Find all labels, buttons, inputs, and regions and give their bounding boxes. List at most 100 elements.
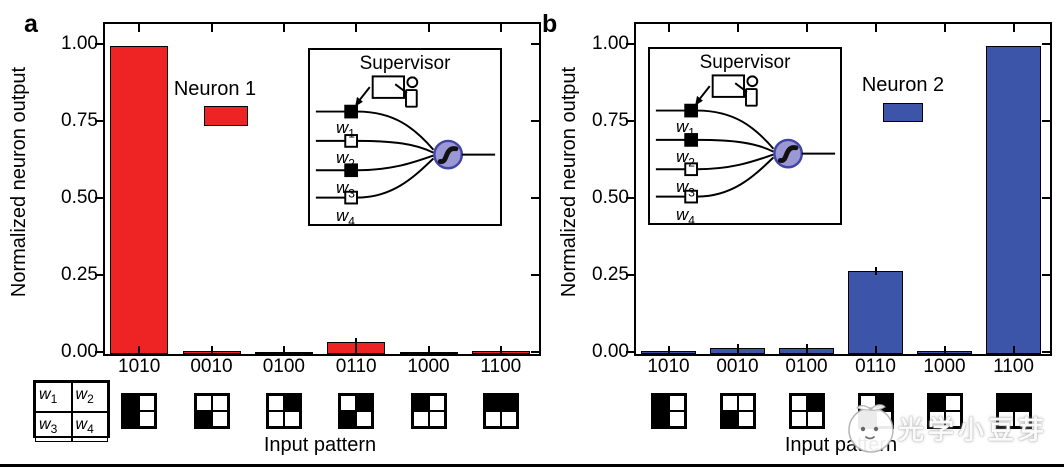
pattern-cell bbox=[790, 395, 807, 411]
error-bar-1000 bbox=[943, 346, 946, 354]
input-pattern-1000 bbox=[410, 393, 447, 429]
y-axis-tick-left bbox=[95, 351, 103, 353]
y-axis-tick-right bbox=[1042, 120, 1050, 122]
y-axis-label-b: Normalized neuron output bbox=[558, 66, 580, 298]
y-tick-label: 0.25 bbox=[592, 264, 629, 285]
neuron-body bbox=[773, 138, 804, 169]
x-axis-tick-bottom bbox=[282, 346, 285, 354]
pattern-cell bbox=[195, 395, 212, 411]
pattern-cell bbox=[267, 411, 284, 427]
pattern-cell bbox=[139, 395, 156, 411]
x-tick-label-1000: 1000 bbox=[407, 356, 450, 377]
x-axis-tick-bottom bbox=[499, 346, 502, 354]
y-axis-tick-right bbox=[531, 120, 539, 122]
input-pattern-0010 bbox=[719, 393, 756, 429]
figure-bottom-rule bbox=[0, 464, 1064, 467]
y-axis-tick-left bbox=[95, 197, 103, 199]
x-tick-label-0010: 0010 bbox=[716, 356, 759, 377]
y-axis-tick-right bbox=[1042, 43, 1050, 45]
pattern-cell bbox=[283, 395, 300, 411]
x-tick-label-1010: 1010 bbox=[647, 356, 690, 377]
y-axis-tick-left bbox=[626, 43, 634, 45]
y-axis-tick-right bbox=[531, 274, 539, 276]
pattern-cell bbox=[211, 395, 228, 411]
error-bar-1000 bbox=[427, 346, 430, 354]
y-axis-tick-left bbox=[626, 120, 634, 122]
bar-0110 bbox=[848, 270, 903, 354]
input-pattern-0110 bbox=[338, 393, 375, 429]
synapse-curve bbox=[357, 139, 434, 154]
x-tick-label-1100: 1100 bbox=[480, 356, 522, 377]
bar-1000 bbox=[399, 352, 458, 354]
bar-0110 bbox=[327, 341, 386, 354]
pattern-cell bbox=[484, 395, 501, 411]
y-tick-label: 1.00 bbox=[61, 33, 98, 54]
y-tick-label: 0.75 bbox=[61, 110, 98, 131]
input-pattern-0010 bbox=[193, 393, 230, 429]
x-axis-tick-bottom bbox=[210, 346, 213, 354]
pattern-cell bbox=[412, 411, 429, 427]
supervisor-arrow-icon bbox=[355, 86, 371, 107]
x-axis-tick-top bbox=[943, 24, 946, 32]
pattern-cell bbox=[412, 395, 429, 411]
x-axis-tick-top bbox=[1012, 24, 1015, 32]
pattern-cell bbox=[123, 395, 140, 411]
pattern-cell bbox=[123, 411, 140, 427]
x-axis-tick-top bbox=[282, 24, 285, 32]
y-tick-label: 0.50 bbox=[61, 187, 98, 208]
x-axis-tick-top bbox=[427, 24, 430, 32]
bar-0100 bbox=[779, 347, 834, 354]
bar-1100 bbox=[986, 46, 1041, 354]
error-bar-1100 bbox=[499, 346, 502, 354]
pattern-cell bbox=[737, 395, 754, 411]
pattern-cell bbox=[721, 395, 738, 411]
bar-1010 bbox=[110, 46, 169, 354]
weight-label-w2: w2 bbox=[676, 147, 695, 170]
x-axis-tick-bottom bbox=[138, 346, 141, 354]
inset-title-b: Supervisor bbox=[699, 52, 791, 73]
x-axis-tick-bottom bbox=[355, 346, 358, 354]
pattern-cell bbox=[500, 395, 517, 411]
legend-swatch-neuron-2 bbox=[883, 103, 923, 122]
bar-0010 bbox=[182, 350, 241, 354]
y-axis-tick-left bbox=[95, 43, 103, 45]
y-axis-tick-right bbox=[531, 43, 539, 45]
pattern-cell bbox=[790, 411, 807, 427]
y-tick-label: 0.75 bbox=[592, 110, 629, 131]
error-bar-1010 bbox=[667, 346, 670, 354]
x-tick-label-0110: 0110 bbox=[855, 356, 896, 377]
x-tick-label-1000: 1000 bbox=[923, 356, 966, 377]
y-tick-label: 0.00 bbox=[592, 341, 629, 362]
synapse-curve bbox=[357, 154, 434, 172]
teacher-at-whiteboard-icon bbox=[371, 75, 419, 108]
x-axis-tick-top bbox=[499, 24, 502, 32]
error-bar-0110 bbox=[874, 266, 877, 275]
pattern-cell bbox=[340, 411, 357, 427]
pattern-cell bbox=[356, 395, 373, 411]
error-bar-0100 bbox=[805, 343, 808, 352]
weight-square-w1 bbox=[344, 104, 358, 119]
y-axis-tick-left bbox=[626, 197, 634, 199]
pattern-cell bbox=[484, 411, 501, 427]
synapse-curve bbox=[697, 138, 774, 153]
pattern-cell bbox=[737, 411, 754, 427]
x-axis-tick-bottom bbox=[427, 346, 430, 354]
y-axis-label-a: Normalized neuron output bbox=[8, 66, 30, 298]
input-pattern-1010 bbox=[121, 393, 158, 429]
error-bar-0010 bbox=[736, 343, 739, 352]
x-tick-label-0010: 0010 bbox=[190, 356, 233, 377]
pattern-cell bbox=[652, 395, 669, 411]
weight-square-w2 bbox=[344, 134, 358, 148]
synapse-curve bbox=[357, 110, 435, 151]
weight-key-grid: w1 w2 w3 w4 bbox=[33, 380, 110, 443]
x-axis-tick-bottom bbox=[805, 346, 808, 354]
y-tick-label: 0.50 bbox=[592, 187, 629, 208]
y-axis-tick-left bbox=[95, 274, 103, 276]
weight-label-w3: w3 bbox=[336, 178, 355, 201]
y-axis-tick-left bbox=[626, 274, 634, 276]
weight-key-cell-w4: w4 bbox=[71, 412, 108, 443]
weight-label-w3: w3 bbox=[676, 177, 695, 200]
neuron-diagram-svg-a bbox=[315, 75, 496, 205]
pattern-cell bbox=[652, 411, 669, 427]
x-axis-tick-top bbox=[874, 24, 877, 32]
